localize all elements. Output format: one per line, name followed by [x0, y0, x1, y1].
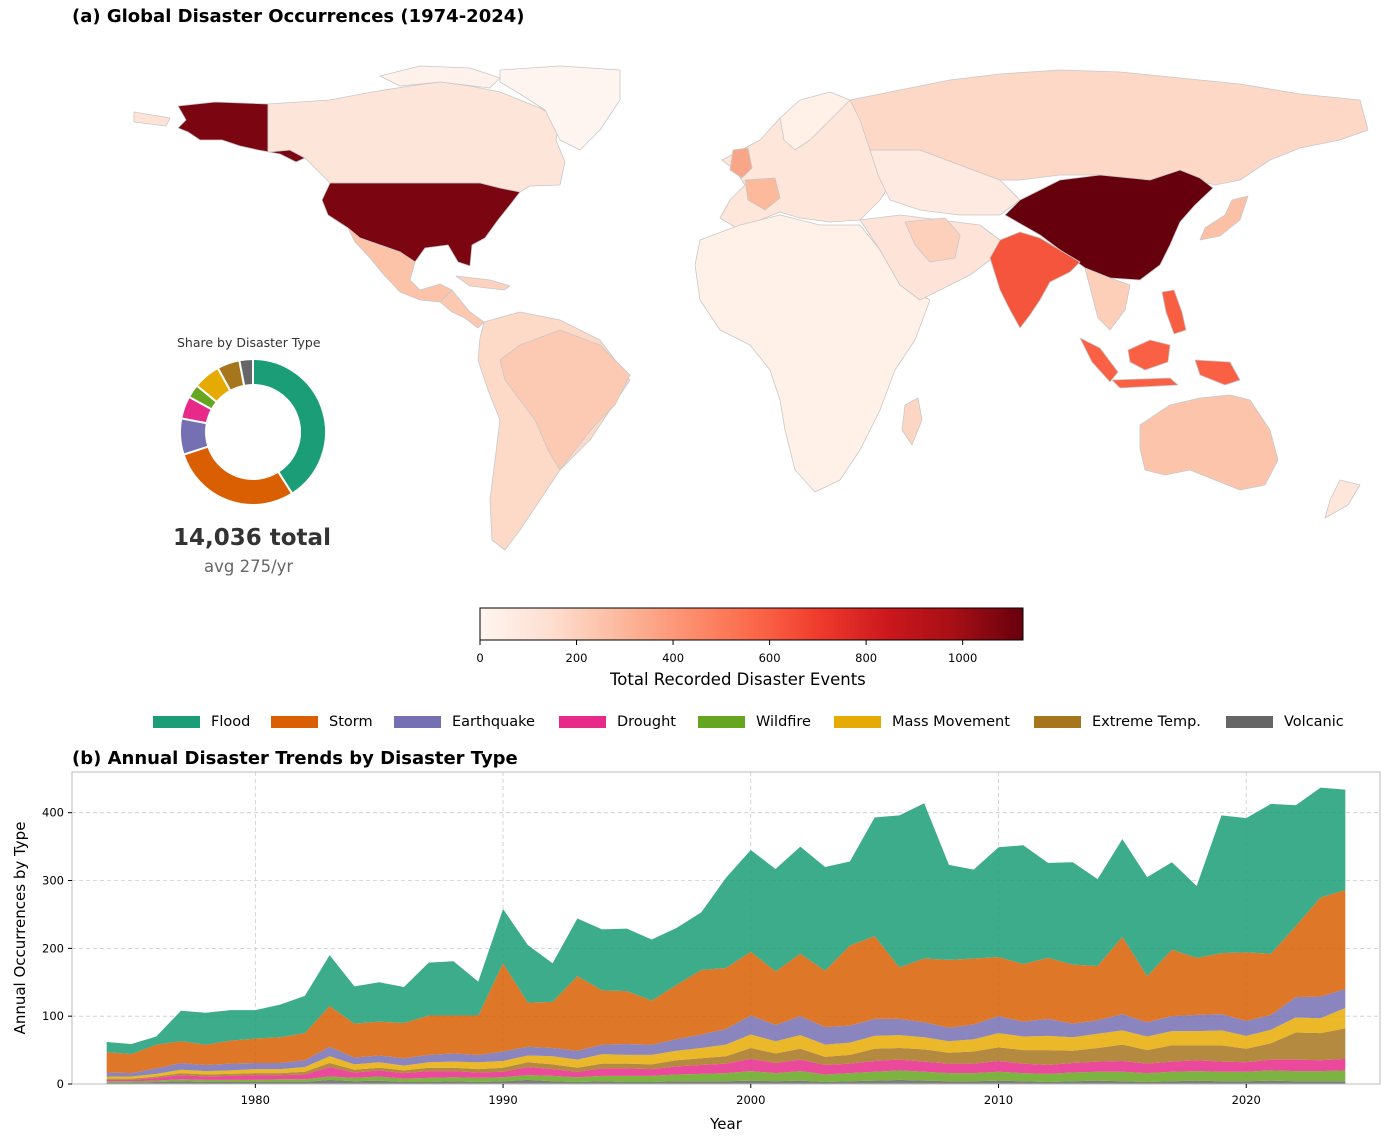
y-tick-label: 0 — [57, 1077, 64, 1091]
y-axis-label: Annual Occurrences by Type — [11, 822, 29, 1035]
legend-swatch — [559, 716, 606, 728]
legend-item: Storm — [271, 712, 373, 732]
colorbar-tick-label: 800 — [855, 651, 877, 665]
region-madagascar — [901, 397, 923, 446]
region-mexico — [347, 227, 453, 303]
legend-swatch — [834, 716, 881, 728]
area-series — [106, 1079, 1346, 1084]
trend-panel-title: (b) Annual Disaster Trends by Disaster T… — [72, 748, 518, 769]
region-indonesia — [1079, 337, 1119, 383]
region-usa — [321, 182, 521, 267]
colorbar: 0 200 400 600 800 1000 — [476, 607, 1024, 665]
legend-swatch — [698, 716, 745, 728]
area-series — [106, 1008, 1346, 1079]
region-uk — [729, 147, 753, 179]
donut-slice — [238, 357, 254, 388]
x-axis-label: Year — [709, 1115, 743, 1133]
region-indonesia-borneo — [1127, 339, 1171, 371]
legend: Flood Storm Earthquake Drought Wildfire … — [153, 712, 1363, 732]
region-china — [1004, 169, 1214, 281]
plot-frame — [71, 771, 1381, 1085]
chart-axes: 1980 1990 2000 2010 2020 0 100 200 300 400 Year Ann… — [11, 806, 1261, 1133]
donut-title: Share by Disaster Type — [177, 335, 321, 350]
legend-item: Extreme Temp. — [1034, 712, 1201, 732]
legend-label: Volcanic — [1284, 714, 1344, 730]
region-aleutian — [133, 111, 171, 127]
x-tick-label: 2020 — [1232, 1093, 1261, 1107]
donut-slice — [252, 357, 327, 496]
donut-chart — [179, 357, 327, 506]
y-tick-label: 300 — [42, 874, 64, 888]
region-scandinavia — [779, 91, 851, 151]
legend-item: Mass Movement — [834, 712, 1010, 732]
colorbar-tick-label: 400 — [662, 651, 684, 665]
x-tick-label: 2000 — [736, 1093, 765, 1107]
legend-swatch — [1034, 716, 1081, 728]
region-new-zealand — [1324, 479, 1361, 519]
legend-swatch — [153, 716, 200, 728]
y-tick-label: 200 — [42, 941, 64, 955]
donut-average: avg 275/yr — [204, 557, 294, 576]
legend-item: Flood — [153, 712, 250, 732]
region-arctic-islands — [379, 65, 501, 89]
region-japan — [1199, 195, 1249, 241]
region-iran — [904, 217, 961, 263]
area-series — [106, 1028, 1346, 1080]
legend-swatch — [394, 716, 441, 728]
region-canada — [267, 81, 566, 193]
colorbar-ticks: 0 200 400 600 800 1000 — [476, 640, 977, 665]
donut-slice — [182, 445, 294, 506]
colorbar-label: Total Recorded Disaster Events — [610, 670, 866, 689]
legend-label: Extreme Temp. — [1092, 714, 1201, 730]
chart-grid — [72, 772, 1380, 1085]
region-russia — [849, 69, 1369, 186]
legend-label: Mass Movement — [892, 714, 1010, 730]
colorbar-tick-label: 200 — [566, 651, 588, 665]
legend-label: Flood — [211, 714, 251, 730]
x-tick-label: 1980 — [241, 1093, 270, 1107]
colorbar-tick-label: 0 — [476, 651, 483, 665]
map-panel-title: (a) Global Disaster Occurrences (1974-20… — [72, 6, 525, 27]
y-tick-label: 100 — [42, 1009, 64, 1023]
region-africa — [694, 214, 931, 493]
region-greenland — [499, 65, 621, 151]
legend-item: Earthquake — [394, 712, 535, 732]
area-series — [106, 787, 1346, 1055]
region-caribbean — [455, 275, 511, 291]
region-se-asia — [1084, 267, 1131, 331]
x-tick-label: 2010 — [984, 1093, 1013, 1107]
legend-item: Wildfire — [698, 712, 811, 732]
area-series — [106, 890, 1346, 1074]
area-series — [106, 1070, 1346, 1083]
y-tick-label: 400 — [42, 806, 64, 820]
region-brazil — [499, 329, 631, 471]
colorbar-tick-label: 1000 — [948, 651, 977, 665]
x-tick-label: 1990 — [488, 1093, 517, 1107]
donut-total: 14,036 total — [173, 525, 331, 551]
region-new-guinea — [1194, 359, 1241, 386]
legend-item: Drought — [559, 712, 676, 732]
choropleth-map: 0 200 400 600 800 1000 — [133, 65, 1369, 665]
region-central-america — [439, 289, 485, 329]
region-india — [989, 231, 1081, 329]
legend-swatch — [1226, 716, 1273, 728]
legend-label: Wildfire — [756, 714, 811, 730]
world-map-land — [133, 65, 1369, 551]
region-france — [744, 177, 781, 211]
legend-item: Volcanic — [1226, 712, 1344, 732]
legend-swatch — [271, 716, 318, 728]
chart-layers — [106, 787, 1346, 1084]
legend-label: Earthquake — [452, 714, 535, 730]
area-series — [106, 1058, 1346, 1082]
colorbar-tick-label: 600 — [759, 651, 781, 665]
legend-label: Drought — [617, 714, 676, 730]
area-series — [106, 989, 1346, 1077]
region-indonesia-java — [1111, 377, 1179, 389]
region-philippines — [1161, 289, 1187, 335]
colorbar-gradient — [479, 607, 1024, 641]
legend-label: Storm — [329, 714, 373, 730]
region-australia — [1139, 394, 1279, 491]
